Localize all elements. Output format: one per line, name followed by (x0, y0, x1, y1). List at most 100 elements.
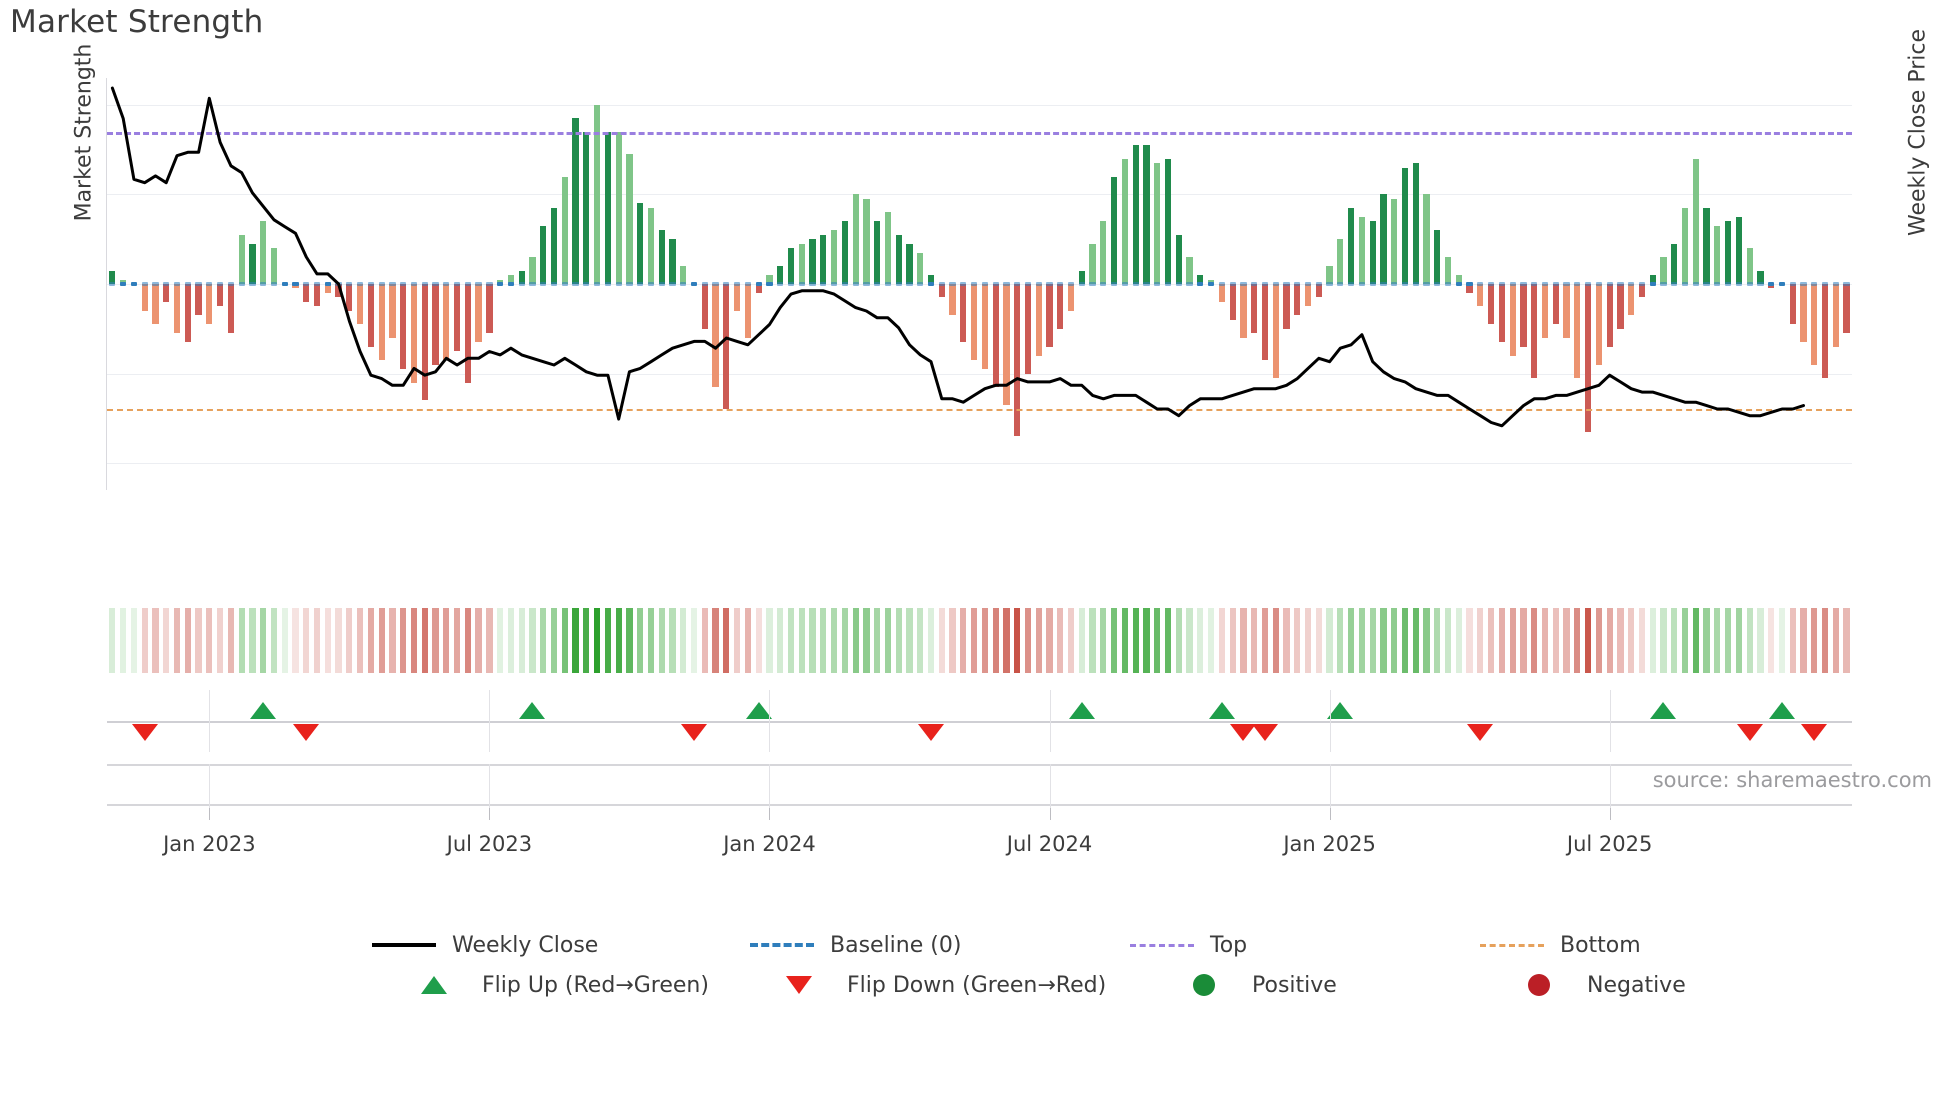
legend-row-2: Flip Up (Red→Green) Flip Down (Green→Red… (0, 965, 1960, 1005)
strength-bar (1057, 284, 1064, 329)
baseline-stub (1078, 282, 1085, 286)
baseline-stub (1606, 282, 1613, 286)
flip-up-marker[interactable] (1650, 702, 1677, 719)
strength-bar (593, 104, 601, 284)
baseline-stub (874, 282, 881, 286)
baseline-stub (1477, 282, 1484, 286)
flip-down-marker[interactable] (681, 724, 708, 741)
vertical-guide (209, 690, 211, 752)
heat-cell (1498, 608, 1506, 673)
heat-cell (550, 608, 558, 673)
chart-title: Market Strength (10, 4, 264, 40)
baseline-stub (1003, 282, 1010, 286)
strength-bar (1024, 284, 1032, 374)
legend-item-baseline[interactable]: Baseline (0) (748, 925, 961, 965)
baseline-stub (604, 282, 611, 286)
legend-item-weekly-close[interactable]: Weekly Close (370, 925, 598, 965)
strength-bar (561, 176, 568, 284)
baseline-stub (712, 282, 719, 286)
heat-cell (723, 608, 730, 673)
baseline-stub (1121, 282, 1129, 286)
strength-bar (1294, 284, 1301, 316)
flip-down-marker[interactable] (918, 724, 945, 741)
strength-bar (432, 284, 439, 365)
flip-up-marker[interactable] (1768, 702, 1795, 719)
baseline-stub (1154, 282, 1161, 286)
flip-up-marker[interactable] (1068, 702, 1095, 719)
heat-cell (680, 608, 687, 673)
heat-cell (1024, 608, 1032, 673)
gridline (107, 284, 1852, 285)
flip-down-marker[interactable] (293, 724, 320, 741)
baseline-stub (766, 282, 773, 286)
legend-item-flip-down[interactable]: Flip Down (Green→Red) (765, 965, 1106, 1005)
baseline-stub (626, 282, 633, 286)
heat-cell (1778, 608, 1786, 673)
heat-cell (195, 608, 202, 673)
baseline-stub (1164, 282, 1172, 286)
baseline-stub (690, 282, 698, 286)
strength-bar (787, 248, 795, 284)
flip-down-marker[interactable] (131, 724, 158, 741)
strength-bar (1067, 284, 1075, 311)
baseline-stub (1304, 282, 1312, 286)
baseline-stub (1455, 282, 1462, 286)
strength-bar (1800, 284, 1807, 343)
strength-bar (1444, 257, 1452, 284)
baseline-stub (852, 282, 859, 286)
baseline-stub (1811, 282, 1818, 286)
baseline-stub (453, 282, 461, 286)
baseline-stub (637, 282, 644, 286)
strength-bar (163, 284, 170, 302)
baseline-stub (1800, 282, 1807, 286)
flip-down-marker[interactable] (1801, 724, 1828, 741)
baseline-stub (787, 282, 795, 286)
legend-item-flip-up[interactable]: Flip Up (Red→Green) (400, 965, 709, 1005)
baseline-stub (1391, 282, 1398, 286)
heat-cell (1735, 608, 1742, 673)
baseline-stub (421, 282, 428, 286)
baseline-stub (658, 282, 665, 286)
baseline-stub (755, 282, 762, 286)
heat-cell (583, 608, 590, 673)
legend-label: Flip Down (Green→Red) (847, 972, 1107, 998)
flip-down-marker[interactable] (1736, 724, 1763, 741)
legend-item-positive[interactable]: Positive (1170, 965, 1337, 1005)
x-axis-tick-mark (1609, 808, 1611, 820)
strength-bar (1003, 284, 1010, 405)
flip-up-marker[interactable] (1208, 702, 1235, 719)
baseline-stub (992, 282, 999, 286)
strength-bar (1520, 284, 1527, 347)
baseline-stub (195, 282, 202, 286)
heat-cell (1218, 608, 1225, 673)
dotted-line-icon (1478, 934, 1546, 956)
strength-bar (949, 284, 956, 316)
strength-bar (895, 234, 902, 284)
baseline-stub (1714, 282, 1721, 286)
flip-up-marker[interactable] (250, 702, 277, 719)
flip-up-marker[interactable] (519, 702, 546, 719)
heat-cell (1757, 608, 1764, 673)
strength-bar (475, 284, 482, 343)
strength-bar (604, 131, 611, 284)
baseline-stub (647, 282, 655, 286)
legend-item-negative[interactable]: Negative (1505, 965, 1686, 1005)
flip-down-marker[interactable] (1467, 724, 1494, 741)
flip-up-marker[interactable] (1327, 702, 1354, 719)
baseline-stub (540, 282, 547, 286)
baseline-stub (120, 282, 127, 286)
strength-bar (443, 284, 450, 361)
baseline-stub (1423, 282, 1430, 286)
heat-cell (518, 608, 525, 673)
legend-item-top[interactable]: Top (1128, 925, 1247, 965)
baseline-stub (1520, 282, 1527, 286)
flip-up-marker[interactable] (745, 702, 772, 719)
flip-down-marker[interactable] (1230, 724, 1257, 741)
legend-item-bottom[interactable]: Bottom (1478, 925, 1641, 965)
baseline-stub (949, 282, 956, 286)
baseline-stub (109, 282, 116, 286)
flip-down-marker[interactable] (1251, 724, 1278, 741)
baseline-stub (1207, 282, 1215, 286)
y-axis-spine (106, 78, 107, 490)
baseline-stub (906, 282, 913, 286)
